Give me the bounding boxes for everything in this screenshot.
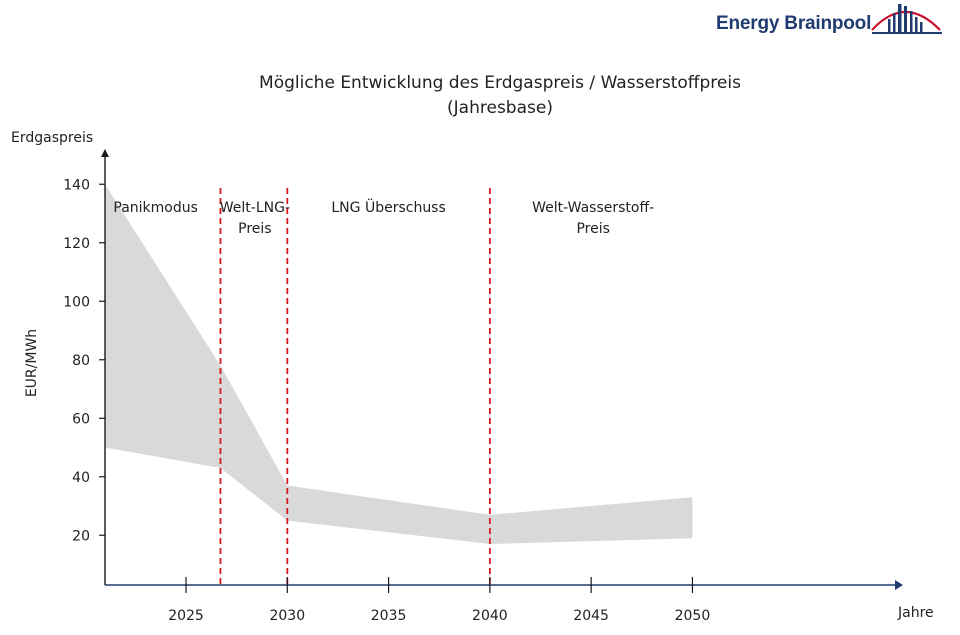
y-tick-label: 120 [63, 236, 90, 252]
y-tick-label: 80 [72, 353, 90, 369]
x-tick-label: 2045 [573, 608, 609, 624]
x-tick-label: 2040 [472, 608, 508, 624]
phase-label-line: Panikmodus [113, 200, 198, 216]
chart-title: Mögliche Entwicklung des Erdgaspreis / W… [259, 73, 741, 93]
y-tick-label: 20 [72, 528, 90, 544]
phase-label-line: LNG Überschuss [331, 200, 446, 216]
phase-label: Welt-Wasserstoff- Preis [513, 198, 673, 240]
phase-label-line: Welt-Wasserstoff- [532, 200, 655, 216]
bridge-arc-icon [871, 4, 942, 34]
y-tick-label: 40 [72, 470, 90, 486]
brand-name: Energy Brainpool [716, 13, 872, 34]
y-axis-arrow [101, 149, 109, 157]
y-axis-top-label: Erdgaspreis [11, 130, 94, 146]
phase-label: LNG Überschuss [309, 198, 469, 219]
phase-label: Welt-LNG- Preis [175, 198, 335, 240]
y-tick-label: 60 [72, 411, 90, 427]
phase-label-line: Preis [576, 221, 610, 237]
x-axis-label: Jahre [898, 605, 934, 621]
x-tick-label: 2030 [269, 608, 305, 624]
chart-subtitle: (Jahresbase) [447, 98, 553, 118]
y-tick-label: 100 [63, 294, 90, 310]
phase-label-line: Preis [238, 221, 272, 237]
x-axis-arrow [895, 580, 903, 590]
price-range-band [105, 184, 693, 545]
x-tick-label: 2050 [675, 608, 711, 624]
y-tick-label: 140 [63, 177, 90, 193]
x-tick-label: 2035 [371, 608, 407, 624]
phase-label-line: Welt-LNG- [219, 200, 291, 216]
x-tick-label: 2025 [168, 608, 204, 624]
phase-label: Panikmodus [76, 198, 236, 219]
